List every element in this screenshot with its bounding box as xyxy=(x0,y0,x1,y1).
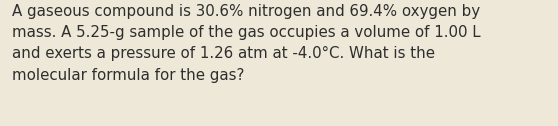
Text: A gaseous compound is 30.6% nitrogen and 69.4% oxygen by
mass. A 5.25-g sample o: A gaseous compound is 30.6% nitrogen and… xyxy=(12,4,481,83)
